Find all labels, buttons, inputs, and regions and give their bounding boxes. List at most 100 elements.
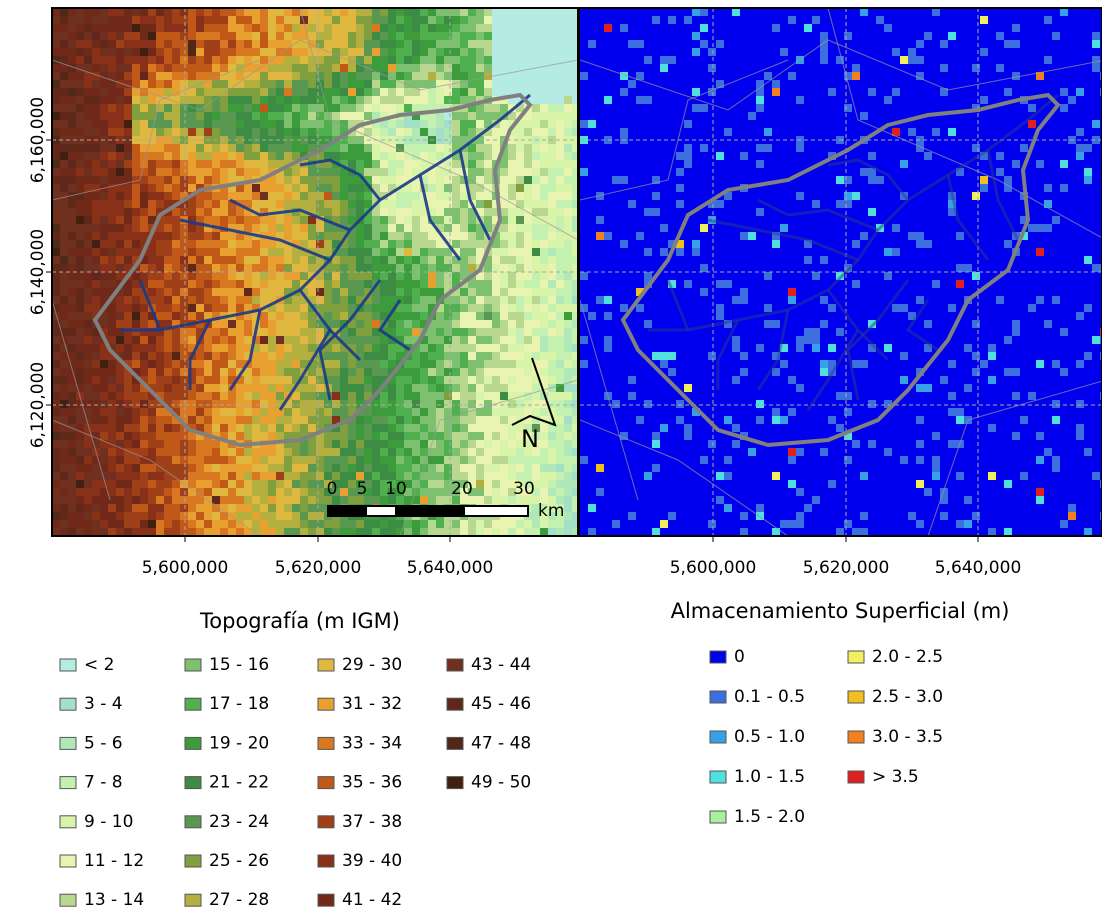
cell bbox=[196, 72, 204, 80]
cell bbox=[100, 288, 108, 296]
cell bbox=[532, 72, 540, 80]
cell bbox=[380, 256, 388, 264]
cell bbox=[396, 536, 404, 544]
cell bbox=[1028, 304, 1036, 312]
cell bbox=[420, 376, 428, 384]
cell bbox=[956, 232, 964, 240]
cell bbox=[564, 272, 572, 280]
cell bbox=[348, 96, 356, 104]
cell bbox=[292, 272, 300, 280]
cell bbox=[52, 376, 60, 384]
cell bbox=[468, 128, 476, 136]
cell bbox=[380, 272, 388, 280]
cell bbox=[372, 272, 380, 280]
cell bbox=[68, 208, 76, 216]
cell bbox=[164, 144, 172, 152]
cell bbox=[108, 280, 116, 288]
cell bbox=[236, 352, 244, 360]
cell bbox=[140, 424, 148, 432]
cell bbox=[340, 352, 348, 360]
cell bbox=[556, 288, 564, 296]
cell bbox=[404, 392, 412, 400]
cell bbox=[500, 320, 508, 328]
cell bbox=[452, 224, 460, 232]
cell bbox=[60, 376, 68, 384]
cell bbox=[828, 416, 836, 424]
cell bbox=[372, 376, 380, 384]
cell bbox=[468, 144, 476, 152]
cell bbox=[228, 336, 236, 344]
cell bbox=[348, 192, 356, 200]
cell bbox=[252, 192, 260, 200]
cell bbox=[548, 360, 556, 368]
cell bbox=[420, 528, 428, 536]
cell bbox=[52, 288, 60, 296]
cell bbox=[188, 256, 196, 264]
cell bbox=[436, 96, 444, 104]
cell bbox=[100, 168, 108, 176]
cell bbox=[484, 312, 492, 320]
cell bbox=[92, 160, 100, 168]
cell bbox=[252, 24, 260, 32]
cell bbox=[492, 432, 500, 440]
cell bbox=[564, 496, 572, 504]
cell bbox=[156, 352, 164, 360]
cell bbox=[236, 248, 244, 256]
cell bbox=[204, 280, 212, 288]
cell bbox=[532, 400, 540, 408]
cell bbox=[996, 64, 1004, 72]
cell bbox=[332, 112, 340, 120]
cell bbox=[172, 360, 180, 368]
cell bbox=[172, 392, 180, 400]
cell bbox=[484, 392, 492, 400]
cell bbox=[508, 200, 516, 208]
cell bbox=[76, 520, 84, 528]
cell bbox=[532, 184, 540, 192]
cell bbox=[548, 96, 556, 104]
cell bbox=[540, 224, 548, 232]
cell bbox=[404, 232, 412, 240]
cell bbox=[460, 296, 468, 304]
cell bbox=[124, 432, 132, 440]
cell bbox=[324, 352, 332, 360]
cell bbox=[372, 240, 380, 248]
cell bbox=[68, 480, 76, 488]
cell bbox=[348, 536, 356, 544]
cell bbox=[972, 352, 980, 360]
cell bbox=[428, 392, 436, 400]
cell bbox=[548, 208, 556, 216]
cell bbox=[484, 456, 492, 464]
cell bbox=[228, 304, 236, 312]
cell bbox=[212, 296, 220, 304]
cell bbox=[60, 72, 68, 80]
cell bbox=[188, 96, 196, 104]
cell bbox=[356, 288, 364, 296]
cell bbox=[220, 112, 228, 120]
cell bbox=[1052, 296, 1060, 304]
cell bbox=[132, 496, 140, 504]
cell bbox=[788, 480, 796, 488]
cell bbox=[1076, 144, 1084, 152]
cell bbox=[532, 144, 540, 152]
cell bbox=[508, 216, 516, 224]
cell bbox=[564, 216, 572, 224]
cell bbox=[132, 64, 140, 72]
cell bbox=[364, 456, 372, 464]
cell bbox=[140, 216, 148, 224]
cell bbox=[212, 112, 220, 120]
cell bbox=[668, 512, 676, 520]
cell bbox=[484, 160, 492, 168]
cell bbox=[828, 480, 836, 488]
cell bbox=[332, 80, 340, 88]
cell bbox=[60, 88, 68, 96]
cell bbox=[444, 536, 452, 544]
cell bbox=[412, 184, 420, 192]
cell bbox=[732, 344, 740, 352]
cell bbox=[452, 56, 460, 64]
cell bbox=[108, 192, 116, 200]
cell bbox=[364, 200, 372, 208]
cell bbox=[772, 24, 780, 32]
cell bbox=[244, 264, 252, 272]
cell bbox=[348, 528, 356, 536]
cell bbox=[164, 472, 172, 480]
